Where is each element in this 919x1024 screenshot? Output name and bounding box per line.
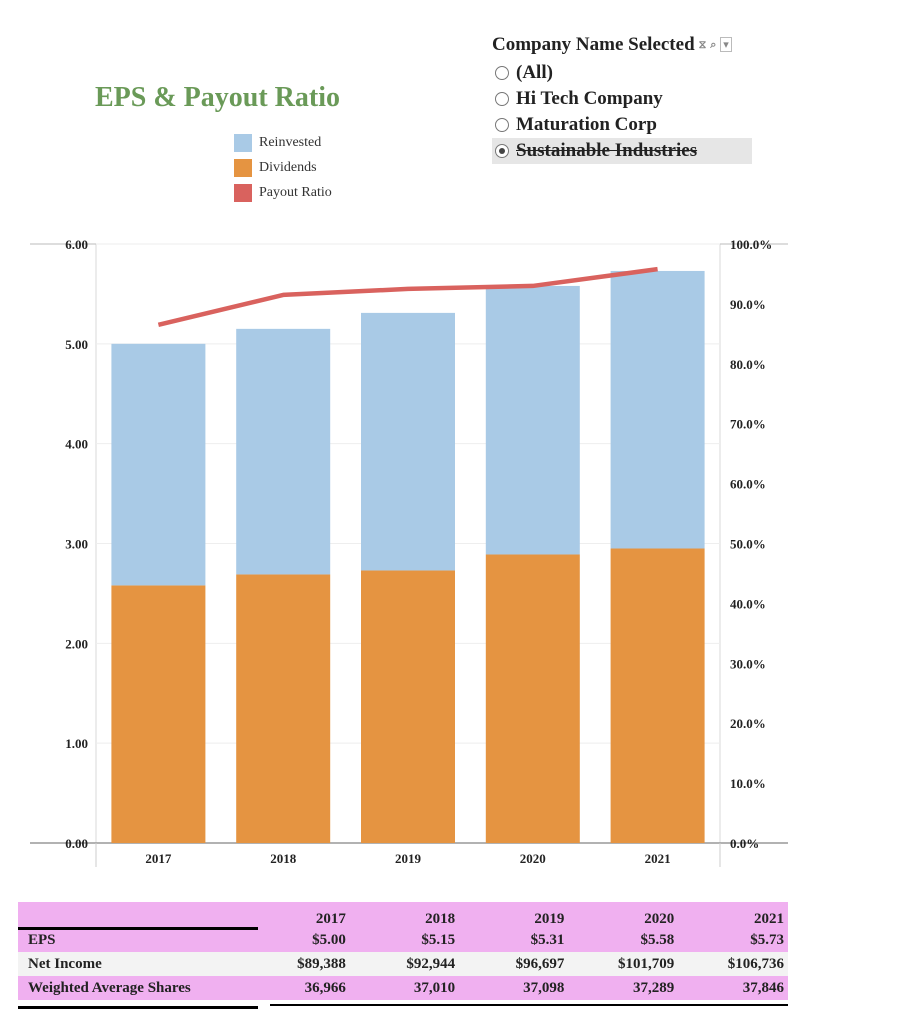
x-tick-label: 2020 — [520, 851, 546, 866]
table-corner — [18, 902, 236, 928]
radio-icon[interactable] — [495, 118, 509, 132]
y-right-tick-label: 10.0% — [730, 776, 766, 791]
table-divider — [18, 1006, 258, 1009]
table-cell: $5.15 — [349, 928, 460, 952]
bar-dividends — [236, 574, 331, 843]
company-filter: Company Name Selected ⧖ ⌕ ▾ (All) Hi Tec… — [492, 30, 752, 164]
table-cell: $101,709 — [568, 952, 679, 976]
y-left-tick-label: 1.00 — [65, 736, 88, 751]
table-header-row: 2017 2018 2019 2020 2021 — [18, 902, 788, 928]
bar-reinvested — [236, 328, 331, 575]
x-tick-label: 2018 — [270, 851, 297, 866]
bar-reinvested — [610, 270, 705, 549]
bar-reinvested — [111, 343, 206, 586]
table-cell: $89,388 — [235, 952, 350, 976]
y-left-tick-label: 5.00 — [65, 337, 88, 352]
table-cell: 37,289 — [568, 976, 679, 1000]
bar-dividends — [361, 570, 455, 843]
table-cell: $5.31 — [459, 928, 569, 952]
bar-reinvested — [485, 285, 580, 555]
table-header-year: 2019 — [459, 902, 569, 928]
search-icon[interactable]: ⌕ — [710, 38, 717, 51]
row-label: Net Income — [18, 952, 236, 976]
table-row-weighted-average-shares: Weighted Average Shares 36,966 37,010 37… — [18, 976, 788, 1000]
table-header-year: 2018 — [349, 902, 460, 928]
y-right-tick-label: 50.0% — [730, 537, 766, 552]
table-cell: $106,736 — [678, 952, 788, 976]
table-header-year: 2017 — [235, 902, 350, 928]
y-right-tick-label: 20.0% — [730, 716, 766, 731]
table-cell: $5.58 — [568, 928, 679, 952]
filter-clear-icon[interactable]: ⧖ — [698, 38, 707, 51]
legend-swatch-dividends — [234, 158, 252, 177]
y-right-tick-label: 30.0% — [730, 656, 766, 671]
table-cell: $92,944 — [349, 952, 460, 976]
y-right-tick-label: 70.0% — [730, 417, 766, 432]
y-left-tick-label: 4.00 — [65, 437, 88, 452]
x-tick-label: 2017 — [145, 851, 172, 866]
legend-swatch-reinvested — [234, 133, 252, 152]
chart-title: EPS & Payout Ratio — [95, 82, 340, 113]
legend-item-reinvested: Reinvested — [234, 130, 332, 155]
table-cell: $5.73 — [678, 928, 788, 952]
radio-selected-icon[interactable] — [495, 144, 509, 158]
filter-controls: ⧖ ⌕ ▾ — [698, 37, 732, 52]
filter-header: Company Name Selected ⧖ ⌕ ▾ — [492, 30, 752, 60]
chevron-down-icon[interactable]: ▾ — [720, 37, 732, 52]
legend-item-dividends: Dividends — [234, 155, 332, 180]
legend-label-dividends: Dividends — [259, 159, 317, 175]
payout-ratio-line — [157, 266, 658, 328]
filter-title: Company Name Selected — [492, 34, 695, 55]
table-row-net-income: Net Income $89,388 $92,944 $96,697 $101,… — [18, 952, 788, 976]
table-divider — [18, 927, 258, 930]
y-right-tick-label: 80.0% — [730, 357, 766, 372]
filter-option-label: Maturation Corp — [516, 114, 657, 135]
bar-dividends — [111, 585, 206, 843]
y-right-tick-label: 60.0% — [730, 477, 766, 492]
y-right-tick-label: 40.0% — [730, 596, 766, 611]
bar-dividends — [610, 548, 705, 843]
y-right-tick-label: 90.0% — [730, 297, 766, 312]
table-header-year: 2021 — [678, 902, 788, 928]
x-tick-label: 2019 — [395, 851, 422, 866]
table-cell: 37,098 — [459, 976, 569, 1000]
legend-label-payout-ratio: Payout Ratio — [259, 184, 332, 200]
filter-option-hi-tech-company[interactable]: Hi Tech Company — [492, 86, 752, 112]
row-label: EPS — [18, 928, 236, 952]
y-left-tick-label: 3.00 — [65, 537, 88, 552]
table-cell: 36,966 — [235, 976, 350, 1000]
table-divider — [270, 1004, 788, 1006]
filter-option-label: Hi Tech Company — [516, 88, 663, 109]
radio-icon[interactable] — [495, 92, 509, 106]
legend-swatch-payout-ratio — [234, 183, 252, 202]
table-header-year: 2020 — [568, 902, 679, 928]
y-right-tick-label: 0.0% — [730, 836, 759, 851]
table-cell: 37,846 — [678, 976, 788, 1000]
filter-option-maturation-corp[interactable]: Maturation Corp — [492, 112, 752, 138]
y-right-tick-label: 100.0% — [730, 237, 772, 252]
y-left-tick-label: 0.00 — [65, 836, 88, 851]
legend-item-payout-ratio: Payout Ratio — [234, 180, 332, 205]
eps-payout-chart: 0.00 1.00 2.00 3.00 4.00 5.00 6.00 0.0% 10.0% 20.… — [30, 237, 788, 867]
filter-option-sustainable-industries[interactable]: Sustainable Industries — [492, 138, 752, 164]
filter-option-label: (All) — [516, 62, 553, 83]
filter-option-all[interactable]: (All) — [492, 60, 752, 86]
filter-option-label: Sustainable Industries — [516, 140, 698, 161]
table-cell: 37,010 — [349, 976, 460, 1000]
legend-label-reinvested: Reinvested — [259, 134, 322, 150]
x-tick-label: 2021 — [645, 851, 671, 866]
table-cell: $96,697 — [459, 952, 569, 976]
row-label: Weighted Average Shares — [18, 976, 236, 1000]
radio-icon[interactable] — [495, 66, 509, 80]
y-left-tick-label: 2.00 — [65, 636, 88, 651]
bar-dividends — [485, 554, 580, 843]
bar-reinvested — [361, 312, 455, 571]
y-left-tick-label: 6.00 — [65, 237, 88, 252]
table-cell: $5.00 — [235, 928, 350, 952]
legend: Reinvested Dividends Payout Ratio — [234, 130, 332, 205]
table-row-eps: EPS $5.00 $5.15 $5.31 $5.58 $5.73 — [18, 928, 788, 952]
eps-table: 2017 2018 2019 2020 2021 EPS $5.00 $5.15… — [18, 902, 788, 1000]
